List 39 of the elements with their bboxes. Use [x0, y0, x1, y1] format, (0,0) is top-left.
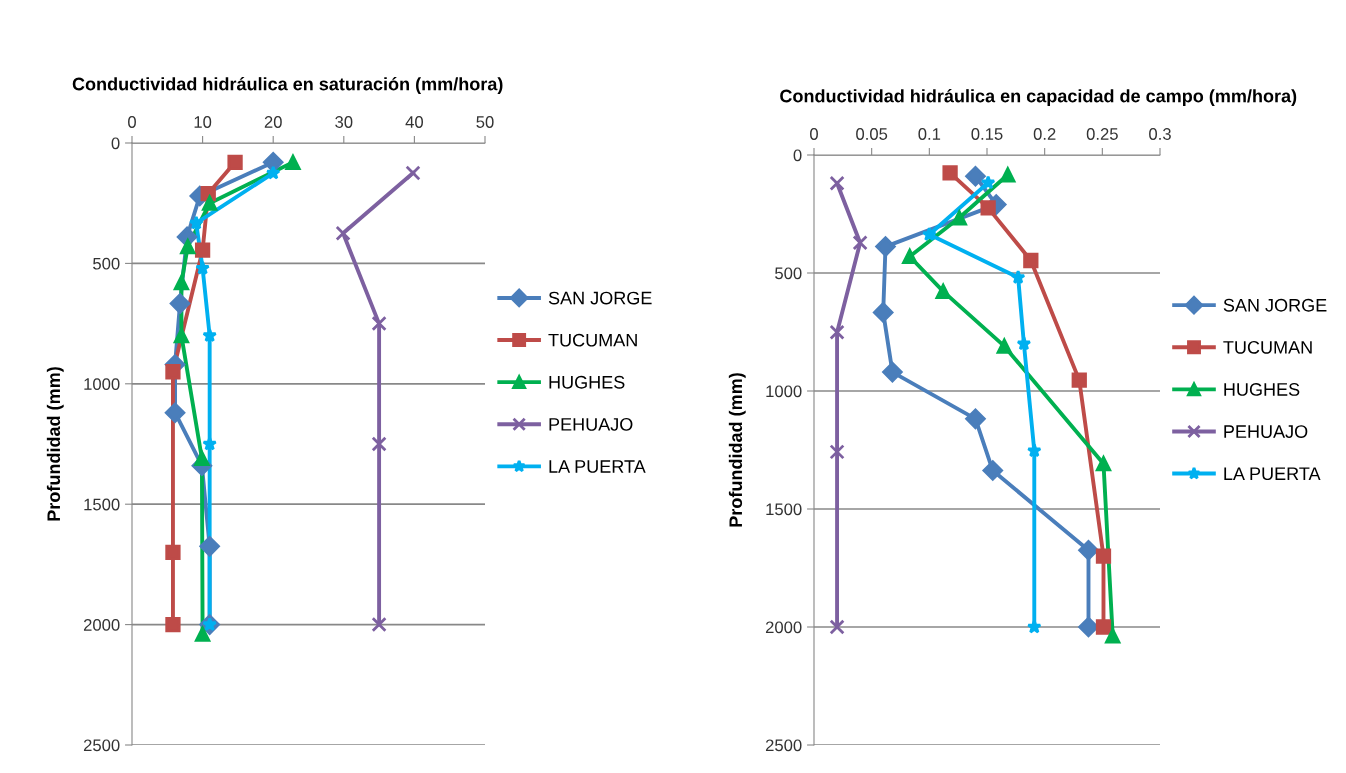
legend-label: PEHUAJO [549, 417, 633, 431]
legend-label: TUCUMAN [1223, 340, 1312, 354]
y-tick-label: 2000 [765, 621, 802, 634]
x-tick-label: 50 [476, 116, 494, 128]
y-tick-label: 500 [775, 267, 802, 280]
y-tick-label: 1000 [766, 385, 802, 398]
x-tick-label: 0.2 [1033, 128, 1056, 140]
y-tick-label: 0 [111, 137, 120, 150]
x-tick-label: 0 [810, 128, 818, 140]
x-tick-label: 10 [194, 116, 212, 128]
chart-title: Conductividad hidráulica en saturación (mm/hora) [72, 76, 503, 94]
chart-title: Conductividad hidráulica en capacidad de campo (mm/hora) [780, 88, 1297, 106]
y-tick-label: 500 [93, 257, 120, 270]
legend-label: LA PUERTA [1224, 467, 1321, 481]
y-axis-title: Profundidad (mm) [728, 373, 746, 527]
legend-label: PEHUAJO [1224, 425, 1308, 438]
x-tick-label: 0.3 [1149, 128, 1171, 140]
x-tick-label: 0.15 [971, 128, 1003, 140]
x-tick-label: 0 [128, 116, 136, 128]
legend-label: TUCUMAN [548, 333, 637, 347]
legend-label: SAN JORGE [1223, 298, 1327, 312]
x-tick-label: 20 [264, 116, 282, 128]
x-tick-label: 0.05 [856, 128, 888, 140]
y-tick-label: 1500 [766, 503, 802, 516]
x-tick-label: 40 [405, 116, 424, 128]
legend-label: HUGHES [1224, 383, 1300, 396]
x-tick-label: 0.25 [1086, 128, 1118, 140]
x-tick-label: 0.1 [918, 128, 941, 140]
y-tick-label: 2000 [83, 619, 120, 631]
legend-label: SAN JORGE [548, 291, 652, 305]
y-tick-label: 0 [793, 149, 802, 162]
legend-label: LA PUERTA [549, 460, 646, 473]
y-tick-label: 2500 [83, 739, 120, 752]
y-tick-label: 2500 [765, 739, 802, 752]
legend-label: HUGHES [549, 375, 625, 389]
x-tick-label: 30 [335, 116, 353, 128]
y-axis-title: Profundidad (mm) [46, 367, 64, 521]
y-tick-label: 1000 [84, 378, 120, 390]
y-tick-label: 1500 [84, 498, 120, 511]
